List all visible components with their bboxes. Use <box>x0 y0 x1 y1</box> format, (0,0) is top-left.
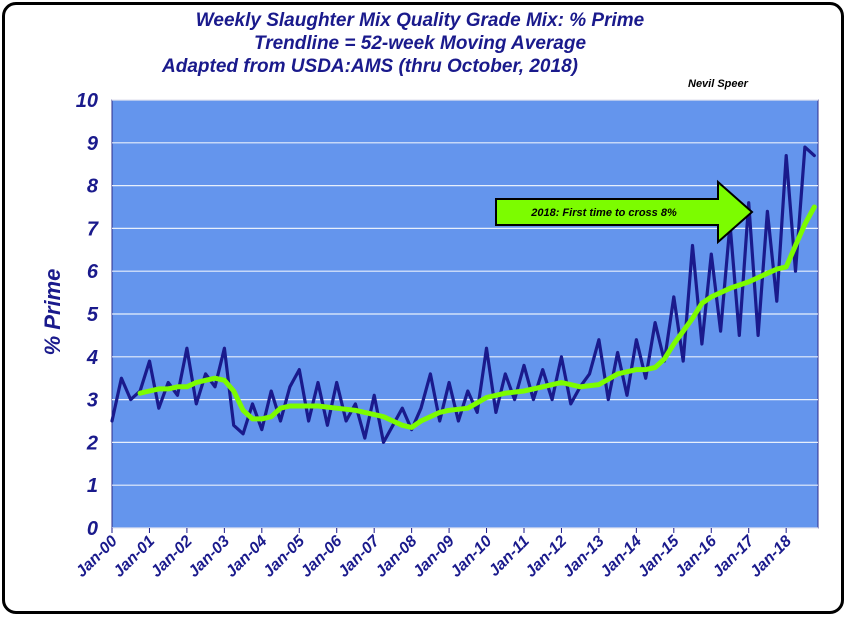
x-tick-label: Jan-12 <box>522 533 570 581</box>
author-credit: Nevil Speer <box>688 78 748 90</box>
x-tick-label: Jan-14 <box>597 533 645 581</box>
chart-source: Adapted from USDA:AMS (thru October, 201… <box>162 56 578 77</box>
x-tick-label: Jan-01 <box>110 533 158 581</box>
y-tick-label: 6 <box>87 261 99 283</box>
x-tick-label: Jan-13 <box>560 533 608 581</box>
x-tick-label: Jan-18 <box>747 533 795 581</box>
series-layer <box>110 145 817 444</box>
x-tick-label: Jan-02 <box>148 533 196 581</box>
y-tick-label: 5 <box>87 304 99 326</box>
annotation-arrow: 2018: First time to cross 8% <box>495 179 754 245</box>
y-tick-label: 2 <box>86 432 98 454</box>
y-tick-label: 7 <box>87 218 99 240</box>
x-tick-label: Jan-08 <box>373 533 421 581</box>
x-tick-label: Jan-04 <box>223 533 271 581</box>
trend-line-series <box>137 204 817 430</box>
annotation-text: 2018: First time to cross 8% <box>530 207 677 219</box>
x-tick-labels: Jan-00Jan-01Jan-02Jan-03Jan-04Jan-05Jan-… <box>73 528 795 581</box>
y-tick-label: 3 <box>87 390 98 412</box>
y-axis-label: % Prime <box>40 269 65 356</box>
y-tick-labels: 0 1 2 3 4 5 6 7 8 9 10 <box>76 90 99 540</box>
gridlines <box>112 99 818 529</box>
y-tick-label: 10 <box>76 90 98 112</box>
x-tick-label: Jan-03 <box>185 533 233 581</box>
chart-title: Weekly Slaughter Mix Quality Grade Mix: … <box>195 10 645 31</box>
x-tick-label: Jan-16 <box>672 533 720 581</box>
y-tick-label: 9 <box>87 133 99 155</box>
y-tick-label: 4 <box>86 347 98 369</box>
x-tick-label: Jan-10 <box>447 533 495 581</box>
chart-subtitle: Trendline = 52-week Moving Average <box>253 33 587 54</box>
y-tick-label: 0 <box>87 518 98 540</box>
x-tick-label: Jan-09 <box>410 533 458 581</box>
arrow-shape <box>495 179 754 245</box>
y-tick-label: 1 <box>87 475 98 497</box>
x-tick-label: Jan-06 <box>298 533 346 581</box>
y-tick-label: 8 <box>87 176 99 198</box>
